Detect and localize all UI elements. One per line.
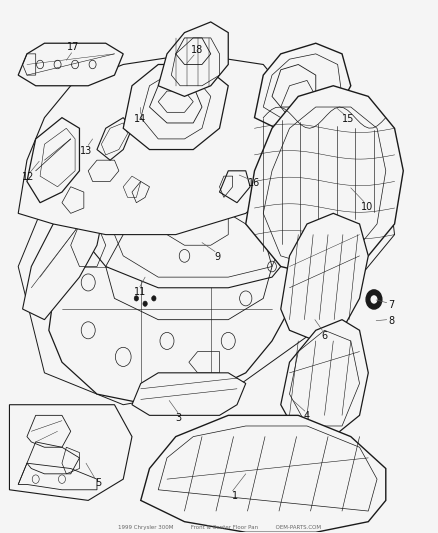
Circle shape: [143, 301, 147, 306]
Polygon shape: [280, 213, 367, 341]
Text: 13: 13: [80, 146, 92, 156]
Text: 18: 18: [190, 45, 202, 54]
Polygon shape: [44, 171, 97, 224]
Polygon shape: [132, 373, 245, 415]
Circle shape: [151, 296, 155, 301]
Text: 17: 17: [67, 43, 79, 52]
Circle shape: [365, 290, 381, 309]
Circle shape: [370, 295, 377, 304]
Text: 11: 11: [134, 287, 146, 297]
Circle shape: [134, 296, 138, 301]
Text: 1: 1: [231, 491, 237, 501]
Polygon shape: [280, 320, 367, 437]
Polygon shape: [97, 118, 132, 160]
Text: 12: 12: [21, 172, 34, 182]
Text: 4: 4: [303, 411, 309, 422]
Text: 9: 9: [214, 252, 220, 262]
Polygon shape: [123, 64, 228, 150]
Text: 14: 14: [134, 114, 146, 124]
Text: 16: 16: [247, 177, 259, 188]
Text: 10: 10: [360, 202, 373, 212]
Text: 3: 3: [174, 413, 180, 423]
Polygon shape: [22, 192, 106, 320]
Polygon shape: [245, 86, 403, 277]
Polygon shape: [88, 192, 297, 288]
Text: 1999 Chrysler 300M          Front & Center Floor Pan          OEM-PARTS.COM: 1999 Chrysler 300M Front & Center Floor …: [118, 524, 320, 530]
Polygon shape: [18, 43, 123, 86]
Polygon shape: [10, 405, 132, 500]
Polygon shape: [49, 203, 289, 405]
Text: 7: 7: [387, 300, 393, 310]
Polygon shape: [141, 415, 385, 532]
Polygon shape: [254, 43, 350, 139]
Polygon shape: [158, 22, 228, 96]
Text: 5: 5: [95, 479, 101, 488]
Text: 15: 15: [342, 114, 354, 124]
Polygon shape: [27, 118, 79, 203]
Text: 6: 6: [321, 330, 327, 341]
Polygon shape: [18, 54, 297, 235]
Text: 8: 8: [387, 316, 393, 326]
Polygon shape: [219, 171, 250, 203]
